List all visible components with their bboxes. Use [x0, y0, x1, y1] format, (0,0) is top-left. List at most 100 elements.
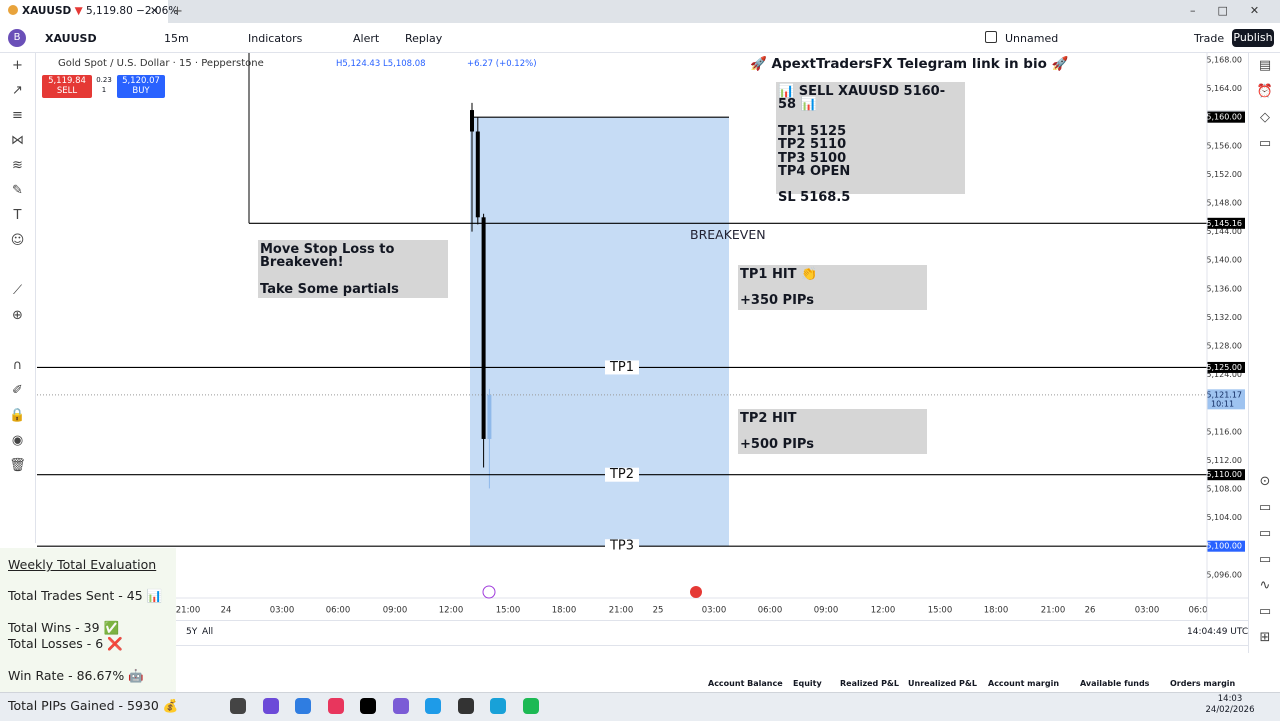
- x-tick-label: 12:00: [439, 606, 464, 616]
- x-tick-label: 12:00: [871, 606, 896, 616]
- window-controls[interactable]: –□✕: [1190, 4, 1280, 17]
- taskbar-icon[interactable]: [262, 698, 279, 714]
- level-name: TP3: [609, 539, 634, 554]
- new-tab[interactable]: +: [172, 4, 183, 19]
- account-field: Equity: [793, 679, 822, 688]
- range-5y[interactable]: 5Y: [186, 627, 198, 637]
- y-tick-label: 5,168.00: [1206, 56, 1242, 65]
- taskbar-icon[interactable]: [360, 698, 376, 714]
- layout-name[interactable]: Unnamed: [1005, 32, 1059, 45]
- y-tick-label: 5,108.00: [1206, 485, 1242, 494]
- signal-line: TP2 5110: [778, 137, 847, 153]
- y-tick-label: 5,132.00: [1206, 313, 1242, 322]
- x-tick-label: 06:00: [758, 606, 783, 616]
- ohlc-low: L5,108.08: [383, 59, 426, 69]
- price-tag-label: 5,160.00: [1206, 113, 1242, 122]
- ohlc-high: H5,124.43: [336, 59, 381, 69]
- ohlc-change: +6.27 (+0.12%): [467, 59, 537, 69]
- x-tick-label: 25: [653, 606, 664, 616]
- note-line: Take Some partials: [260, 281, 399, 297]
- countdown: 10:11: [1211, 399, 1234, 408]
- publish-button[interactable]: Publish: [1232, 29, 1274, 47]
- interval[interactable]: 15m: [164, 32, 189, 45]
- tp2-hit: TP2 HIT: [740, 411, 797, 426]
- level-name-bg: [605, 539, 639, 554]
- account-field: Account Balance: [708, 679, 783, 688]
- x-tick-label: 06:0: [1188, 606, 1207, 616]
- signal-line: TP4 OPEN: [778, 164, 851, 180]
- taskbar-icon[interactable]: [457, 698, 474, 714]
- symbol-title: Gold Spot / U.S. Dollar · 15 · Peppersto…: [58, 58, 264, 69]
- y-tick-label: 5,148.00: [1206, 199, 1242, 208]
- range-bar: [175, 620, 1248, 645]
- signal-line: SL 5168.5: [778, 190, 851, 206]
- buy-button[interactable]: 5,120.07 BUY: [117, 75, 165, 98]
- y-tick-label: 5,128.00: [1206, 342, 1242, 351]
- buy-price: 5,120.07: [122, 76, 160, 86]
- y-tick-label: 5,096.00: [1206, 570, 1242, 579]
- x-tick-label: 09:00: [383, 606, 408, 616]
- y-tick-label: 5,116.00: [1206, 427, 1242, 436]
- quantity: 1: [101, 86, 107, 94]
- y-tick-label: 5,112.00: [1206, 456, 1242, 465]
- signal-box: 📊 SELL XAUUSD 5160-58 📊 TP1 5125 TP2 511…: [776, 82, 965, 205]
- account-field: Orders margin: [1170, 679, 1236, 688]
- taskbar: [0, 692, 1280, 721]
- signal-title: 📊 SELL XAUUSD 5160-58 📊: [778, 84, 946, 113]
- taskbar-icon[interactable]: [490, 698, 506, 714]
- taskbar-icon[interactable]: [230, 698, 246, 714]
- drawing-tools[interactable]: + ↗ ≡ ⋈ ≋ ✎ T ☺ ⟋ ⊕ ∩ ✐ 🔒 ◉ 🗑: [0, 53, 36, 543]
- candle-body: [487, 394, 492, 439]
- taskbar-icon[interactable]: [295, 698, 311, 714]
- x-tick-label: 03:00: [1135, 606, 1160, 616]
- price-tag-label: 5,110.00: [1206, 470, 1242, 479]
- tp2-pips: +500 PIPs: [740, 437, 814, 453]
- tray-clock: 14:03 24/02/2026: [1200, 694, 1260, 716]
- taskbar-icon[interactable]: [522, 698, 539, 714]
- event-marker: [482, 585, 496, 599]
- y-tick-label: 5,136.00: [1206, 284, 1242, 293]
- candle-body: [481, 217, 486, 439]
- alert-button[interactable]: Alert: [353, 32, 380, 45]
- signal-line: TP3 5100: [778, 150, 847, 166]
- evaluation-line: Total PIPs Gained - 5930 💰: [8, 698, 179, 713]
- toolbar: [0, 24, 1280, 53]
- tp1-hit: TP1 HIT 👏: [740, 267, 818, 282]
- avatar[interactable]: B: [8, 29, 26, 47]
- y-tick-label: 5,152.00: [1206, 170, 1242, 179]
- price-tag: [1207, 361, 1245, 373]
- x-tick-label: 18:00: [552, 606, 577, 616]
- taskbar-icon[interactable]: [425, 698, 441, 714]
- taskbar-icon[interactable]: [392, 698, 409, 714]
- tab-icon: [8, 5, 18, 15]
- sell-button[interactable]: 5,119.84 SELL: [42, 75, 92, 98]
- tab-close[interactable]: ✕: [150, 5, 159, 17]
- x-tick-label: 09:00: [814, 606, 839, 616]
- x-tick-label: 15:00: [496, 606, 521, 616]
- x-tick-label: 15:00: [928, 606, 953, 616]
- symbol[interactable]: XAUUSD: [45, 32, 97, 45]
- x-tick-label: 26: [1085, 606, 1096, 616]
- evaluation-line: Win Rate - 86.67% 🤖: [8, 668, 144, 683]
- account-field: Available funds: [1080, 679, 1150, 688]
- evaluation-panel: Weekly Total Evaluation Total Trades Sen…: [0, 548, 176, 692]
- trade-button[interactable]: Trade: [1194, 32, 1225, 45]
- range-all[interactable]: All: [202, 627, 214, 637]
- price-tag-label: 5,121.17: [1206, 390, 1242, 399]
- replay-button[interactable]: Replay: [405, 32, 443, 45]
- layout-icon: [985, 31, 997, 43]
- taskbar-icon[interactable]: [327, 698, 344, 714]
- y-tick-label: 5,156.00: [1206, 141, 1242, 150]
- browser-tab[interactable]: XAUUSD ▼ 5,119.80 −2.06% ✕: [0, 0, 178, 23]
- x-tick-label: 21:00: [1041, 606, 1066, 616]
- banner: 🚀 ApextTradersFX Telegram link in bio 🚀: [750, 56, 1069, 72]
- spread: 0.23 1: [96, 75, 112, 95]
- account-field: Account margin: [988, 679, 1060, 688]
- right-panel[interactable]: ▤ ⏰ ◇ ▭ ⊙ ▭ ▭ ▭ ∿ ▭ ⊞: [1248, 53, 1280, 653]
- event-marker: [690, 586, 702, 598]
- y-tick-label: 5,164.00: [1206, 84, 1242, 93]
- note-line: Move Stop Loss to Breakeven!: [260, 242, 395, 271]
- indicators-button[interactable]: Indicators: [248, 32, 303, 45]
- evaluation-title: Weekly Total Evaluation: [8, 557, 157, 572]
- y-tick-label: 5,104.00: [1206, 513, 1242, 522]
